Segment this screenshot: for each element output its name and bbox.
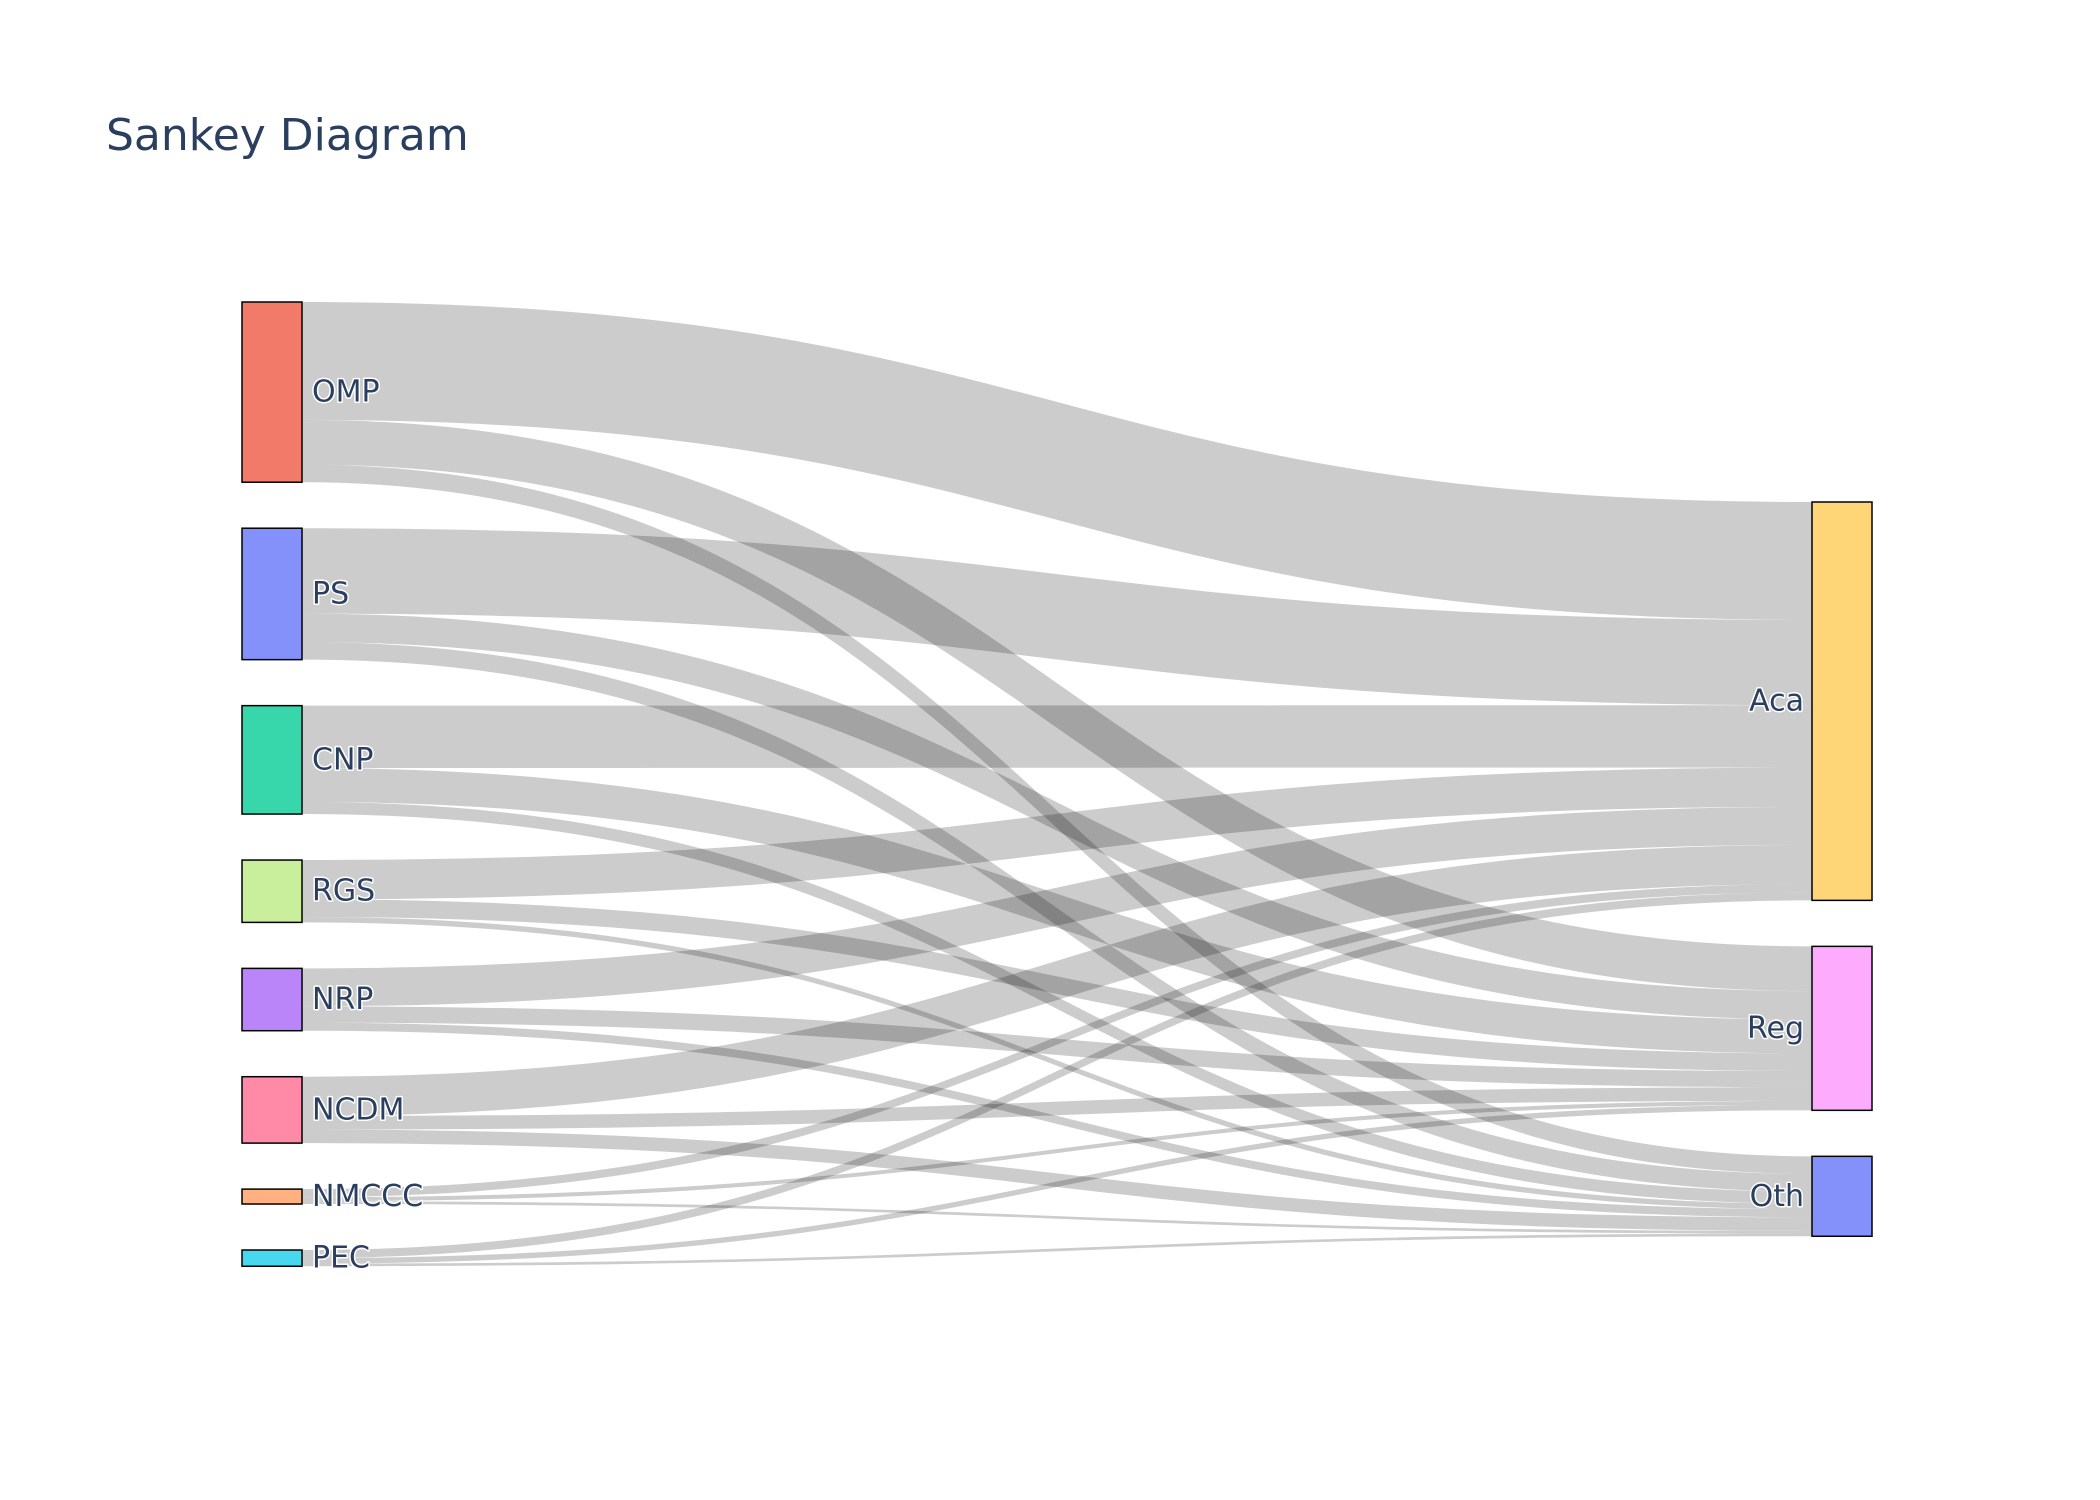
link-ps-to-oth[interactable] [302, 642, 1812, 1192]
link-omp-to-oth[interactable] [302, 464, 1812, 1174]
node-pec[interactable] [241, 1249, 303, 1268]
link-rgs-to-oth[interactable] [302, 916, 1812, 1210]
link-ncdm-to-aca[interactable] [302, 844, 1812, 1117]
link-nrp-to-aca[interactable] [302, 806, 1812, 1007]
node-label-cnp: CNP [312, 742, 373, 777]
node-aca[interactable] [1811, 501, 1873, 902]
node-label-reg: Reg [1747, 1011, 1804, 1046]
link-nmccc-to-oth[interactable] [302, 1201, 1812, 1234]
link-rgs-to-reg[interactable] [302, 899, 1812, 1072]
node-ncdm[interactable] [241, 1075, 303, 1144]
links-layer [302, 302, 1812, 1267]
node-label-aca: Aca [1749, 684, 1804, 719]
node-nmccc[interactable] [241, 1188, 303, 1205]
link-nrp-to-reg[interactable] [302, 1006, 1812, 1088]
node-rgs[interactable] [241, 859, 303, 924]
node-label-pec: PEC [312, 1241, 370, 1276]
link-rgs-to-aca[interactable] [302, 767, 1812, 900]
link-ps-to-aca[interactable] [302, 528, 1812, 706]
node-label-nmccc: NMCCC [312, 1179, 423, 1214]
link-omp-to-reg[interactable] [302, 419, 1812, 992]
node-label-ncdm: NCDM [312, 1092, 404, 1127]
node-cnp[interactable] [241, 704, 303, 815]
link-pec-to-oth[interactable] [302, 1233, 1812, 1267]
node-label-oth: Oth [1750, 1179, 1804, 1214]
link-ncdm-to-oth[interactable] [302, 1129, 1812, 1231]
link-cnp-to-oth[interactable] [302, 801, 1812, 1204]
link-pec-to-aca[interactable] [302, 892, 1812, 1259]
link-nmccc-to-aca[interactable] [302, 884, 1812, 1198]
nodes-layer [241, 301, 1873, 1268]
node-oth[interactable] [1811, 1155, 1873, 1238]
node-ps[interactable] [241, 527, 303, 661]
node-label-rgs: RGS [312, 874, 375, 909]
node-label-nrp: NRP [312, 982, 373, 1017]
node-omp[interactable] [241, 301, 303, 483]
link-cnp-to-reg[interactable] [302, 767, 1812, 1054]
labels-layer: OMP PS CNP RGS NRP NCDM NMCCC PEC Aca Reg Oth [311, 373, 1806, 1277]
node-label-ps: PS [312, 576, 349, 611]
link-ncdm-to-reg[interactable] [302, 1087, 1812, 1130]
link-pec-to-reg[interactable] [302, 1104, 1812, 1264]
link-nrp-to-oth[interactable] [302, 1022, 1812, 1218]
node-reg[interactable] [1811, 945, 1873, 1112]
node-label-omp: OMP [312, 375, 380, 410]
link-ps-to-reg[interactable] [302, 613, 1812, 1020]
link-omp-to-aca[interactable] [302, 302, 1812, 620]
link-nmccc-to-reg[interactable] [302, 1100, 1812, 1202]
link-cnp-to-aca[interactable] [302, 705, 1812, 768]
node-nrp[interactable] [241, 967, 303, 1032]
chart-title: Sankey Diagram [106, 110, 469, 161]
